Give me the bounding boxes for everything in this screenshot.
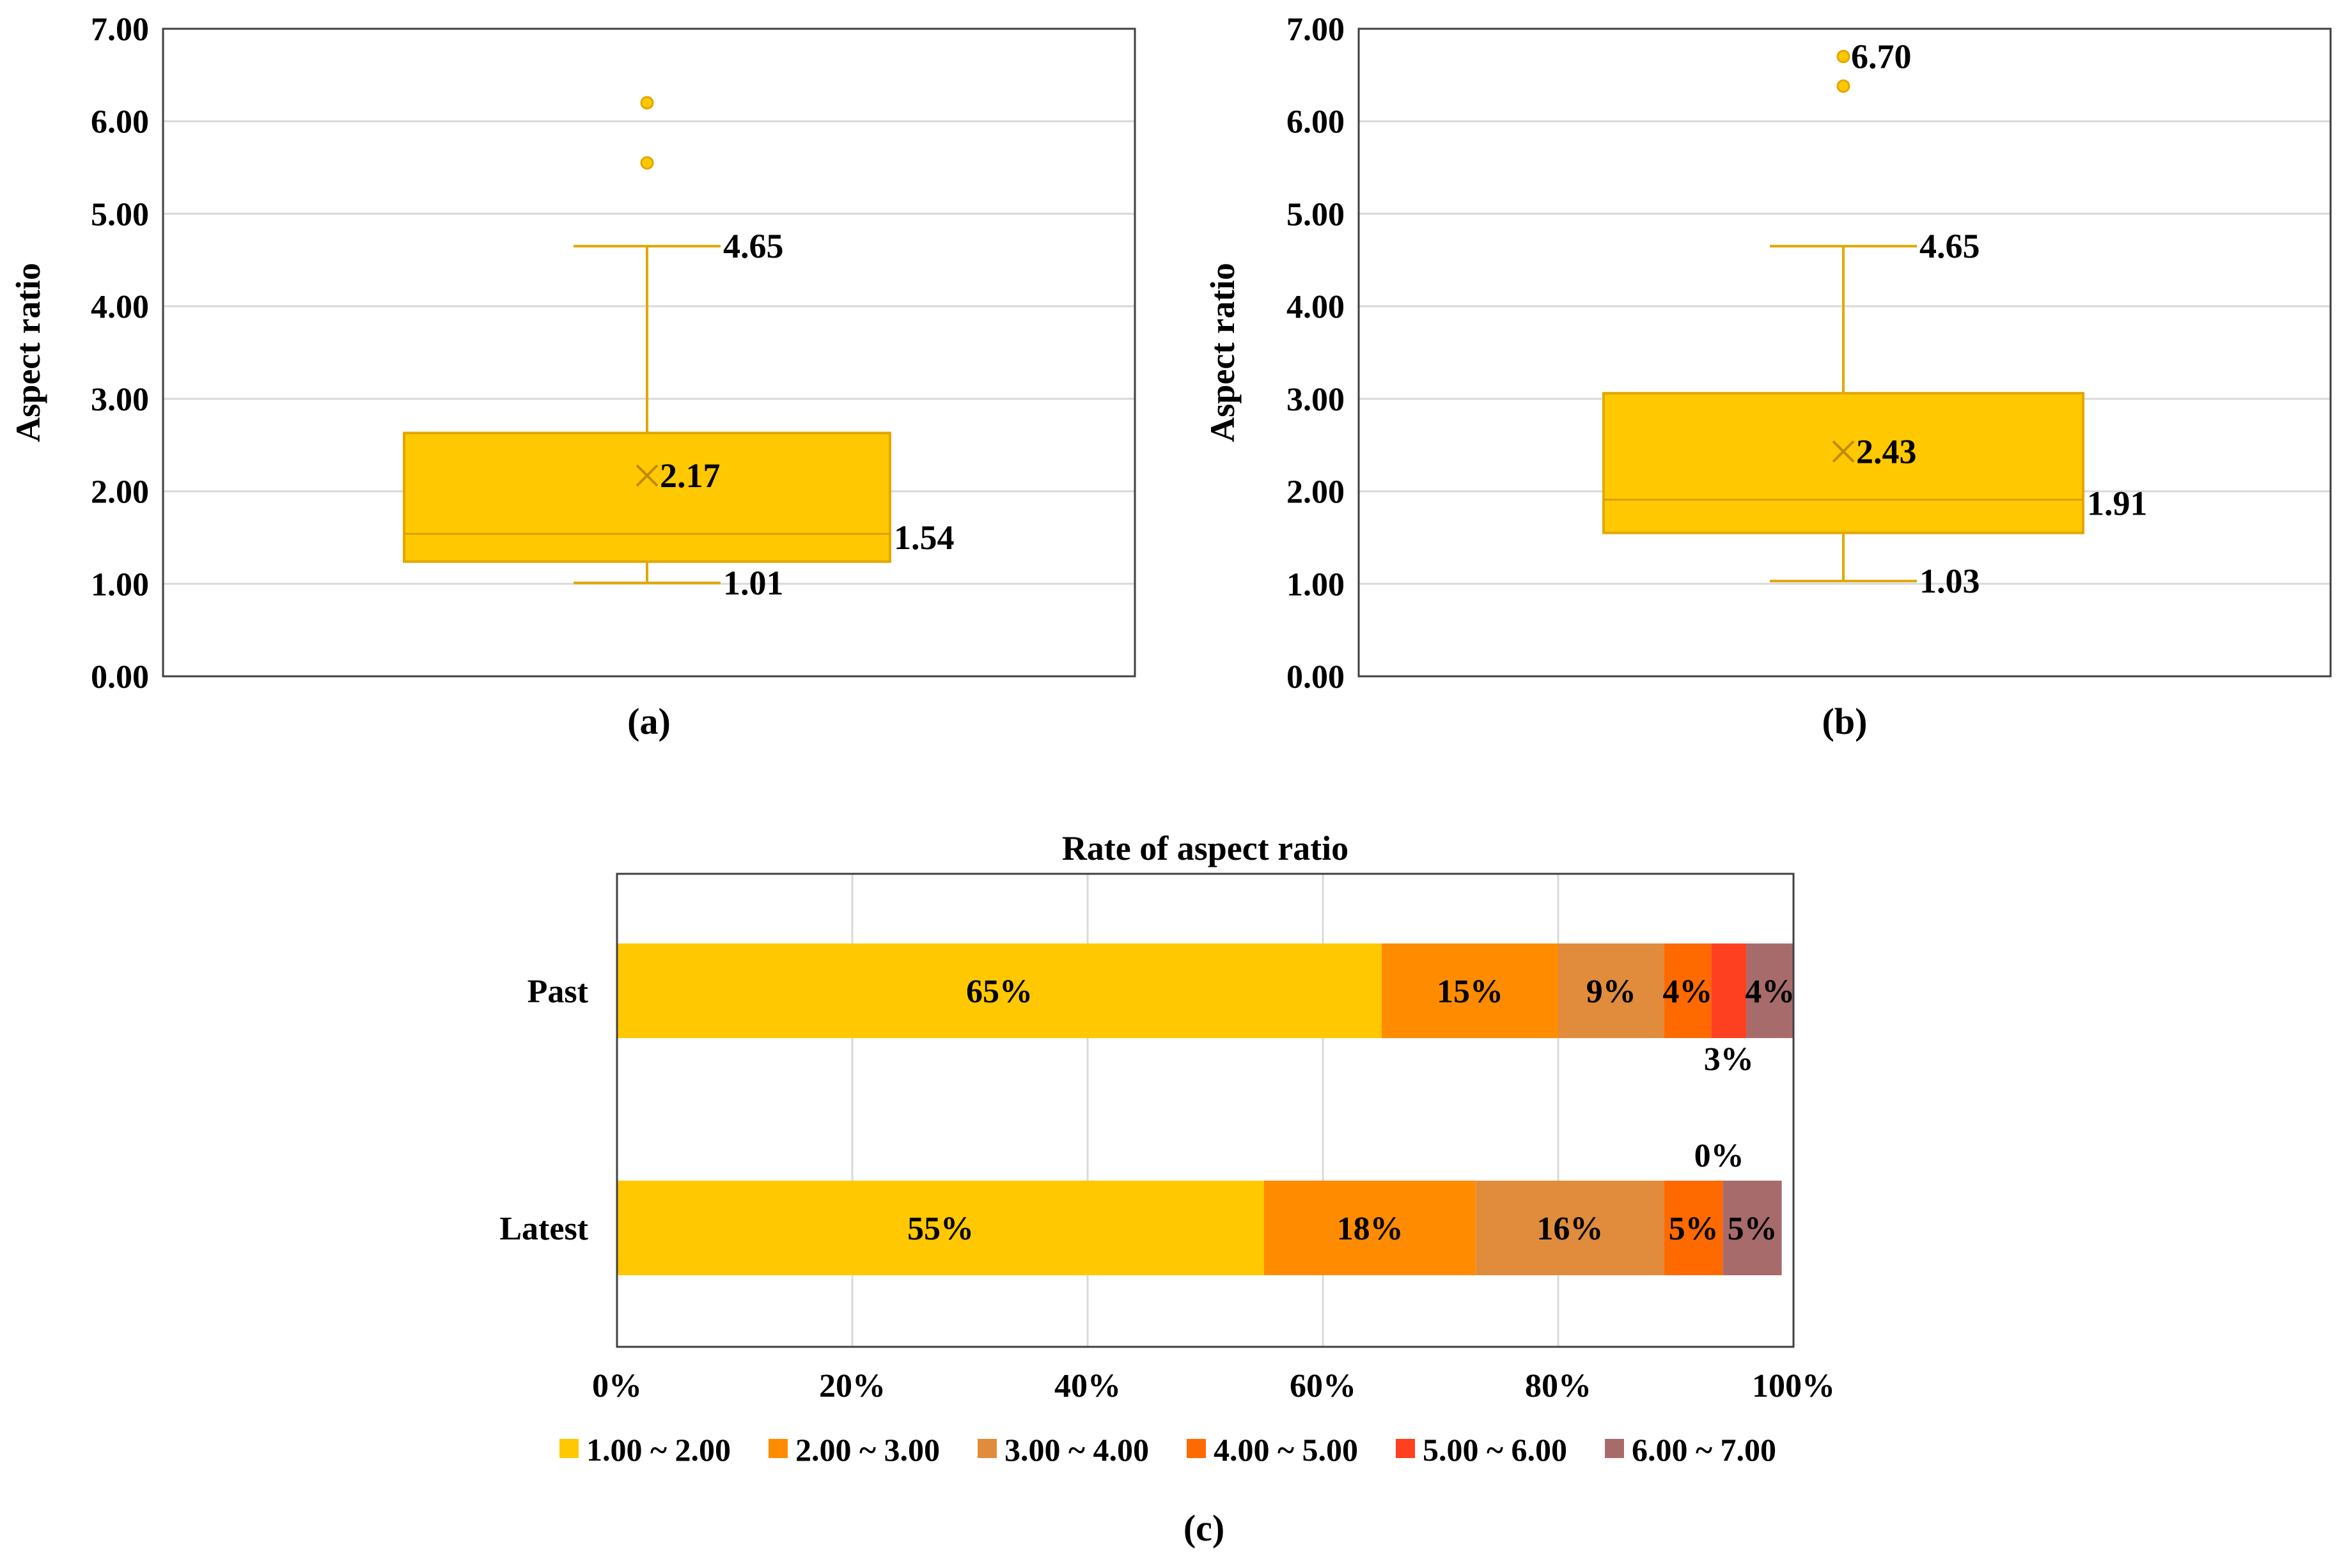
outlier-label: 6.70	[1851, 37, 1912, 75]
legend-swatch	[1605, 1439, 1624, 1458]
subfigure-label: (a)	[627, 701, 671, 742]
mean-label: 2.17	[660, 456, 721, 495]
outlier-point	[640, 96, 654, 110]
segment-label: 5%	[1669, 1211, 1719, 1247]
mean-marker	[636, 464, 659, 487]
y-tick-label: 1.00	[1286, 566, 1345, 603]
boxplot-panel-a: 0.00 1.00 2.00 3.00 4.00 5.00 6.00 7.00 Aspect r…	[9, 12, 1136, 742]
boxplot-panel-b: 0.00 1.00 2.00 3.00 4.00 5.00 6.00 7.00 Aspect r…	[1203, 12, 2332, 742]
bar-segment	[1664, 943, 1712, 1038]
legend-swatch	[978, 1439, 997, 1458]
legend-label: 1.00 ~ 2.00	[586, 1432, 731, 1468]
outlier-point	[1836, 49, 1850, 63]
y-tick-label: 4.00	[1286, 289, 1345, 325]
legend-label: 6.00 ~ 7.00	[1632, 1432, 1776, 1468]
y-tick-label: 2.00	[91, 474, 149, 511]
legend-swatch	[1187, 1439, 1206, 1458]
segment-label: 65%	[966, 974, 1033, 1010]
y-axis-label: Aspect ratio	[1203, 263, 1242, 442]
min-label: 1.01	[723, 564, 784, 602]
median-label: 1.54	[894, 518, 955, 557]
legend-label: 3.00 ~ 4.00	[1004, 1432, 1149, 1468]
legend-swatch	[1396, 1439, 1415, 1458]
y-tick-label: 7.00	[91, 12, 149, 48]
segment-label: 0%	[1694, 1138, 1744, 1174]
max-label: 4.65	[723, 227, 784, 265]
mean-label: 2.43	[1856, 432, 1917, 470]
box-iqr	[1602, 392, 2084, 534]
y-tick-label: 0.00	[1286, 659, 1345, 695]
bar-segment	[1746, 943, 1793, 1038]
outlier-point	[640, 156, 654, 170]
category-label: Latest	[499, 1211, 588, 1247]
legend-label: 4.00 ~ 5.00	[1214, 1432, 1358, 1468]
legend-swatch	[559, 1439, 579, 1458]
y-tick-label: 3.00	[91, 382, 149, 418]
y-tick-label: 6.00	[1286, 104, 1345, 141]
legend-label: 2.00 ~ 3.00	[795, 1432, 940, 1468]
plot-frame	[616, 873, 1795, 1348]
stacked-bar-panel-c: Rate of aspect ratio 65% 15% 9% 4% 3% 4% Past 55…	[499, 829, 1835, 1549]
x-tick-label: 0%	[592, 1368, 642, 1404]
segment-label: 16%	[1536, 1211, 1603, 1247]
x-tick-label: 20%	[819, 1368, 886, 1404]
segment-label: 15%	[1437, 974, 1503, 1010]
median-label: 1.91	[2087, 485, 2148, 523]
segment-label: 55%	[907, 1211, 974, 1247]
y-tick-label: 5.00	[1286, 196, 1345, 233]
plot-frame	[1357, 27, 2332, 678]
outlier-point	[1836, 79, 1850, 93]
segment-label: 18%	[1337, 1211, 1403, 1247]
legend-label: 5.00 ~ 6.00	[1423, 1432, 1567, 1468]
subfigure-label: (c)	[1184, 1507, 1224, 1549]
y-tick-label: 2.00	[1286, 474, 1345, 511]
y-tick-label: 4.00	[91, 289, 149, 325]
bar-segment	[1723, 1181, 1782, 1275]
y-tick-label: 0.00	[91, 659, 149, 695]
x-tick-label: 60%	[1290, 1368, 1356, 1404]
y-tick-label: 1.00	[91, 566, 149, 603]
x-tick-label: 40%	[1054, 1368, 1121, 1404]
segment-label: 4%	[1745, 974, 1795, 1010]
bar-segment	[1476, 1181, 1664, 1275]
bar-segment	[1664, 1181, 1723, 1275]
x-tick-label: 100%	[1752, 1368, 1835, 1404]
y-tick-label: 3.00	[1286, 382, 1345, 418]
bar-segment	[617, 1181, 1264, 1275]
category-label: Past	[527, 974, 589, 1010]
subfigure-label: (b)	[1822, 701, 1868, 742]
bar-segment	[1711, 943, 1747, 1038]
x-tick-label: 80%	[1525, 1368, 1591, 1404]
plot-frame	[162, 27, 1136, 678]
y-tick-label: 7.00	[1286, 12, 1345, 48]
legend-swatch	[769, 1439, 788, 1458]
segment-label: 5%	[1728, 1211, 1778, 1247]
segment-label: 9%	[1586, 974, 1636, 1010]
segment-label: 4%	[1662, 974, 1712, 1010]
bar-segment	[1264, 1181, 1476, 1275]
y-tick-label: 6.00	[91, 104, 149, 141]
y-axis-label: Aspect ratio	[9, 263, 47, 442]
bar-segment	[617, 943, 1382, 1038]
chart-title: Rate of aspect ratio	[1062, 829, 1348, 867]
mean-marker	[1832, 440, 1855, 463]
y-tick-label: 5.00	[91, 196, 149, 233]
box-iqr	[403, 431, 891, 563]
segment-label: 3%	[1704, 1041, 1754, 1078]
max-label: 4.65	[1919, 227, 1980, 265]
bar-segment	[1382, 943, 1558, 1038]
min-label: 1.03	[1919, 562, 1980, 600]
bar-segment	[1558, 943, 1664, 1038]
